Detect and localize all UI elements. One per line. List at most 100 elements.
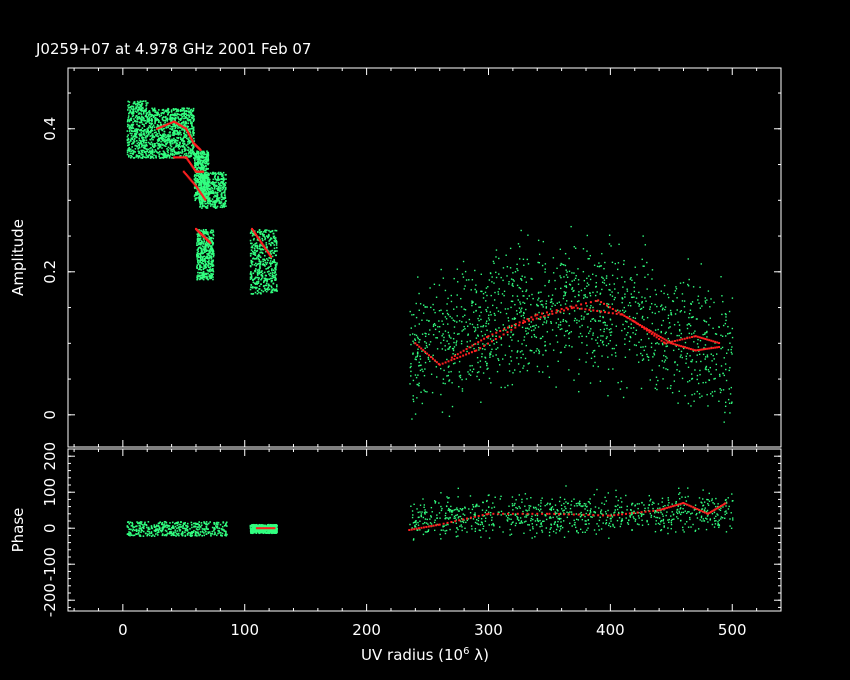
data-point [207, 261, 210, 264]
data-point [190, 120, 192, 123]
data-point [612, 368, 614, 370]
data-point [449, 315, 451, 318]
data-point [129, 109, 132, 112]
data-point [198, 238, 201, 240]
data-point [202, 157, 204, 159]
data-point [170, 534, 173, 537]
data-point [474, 329, 477, 331]
data-point [687, 323, 690, 325]
data-point [144, 100, 147, 102]
data-point [524, 357, 527, 360]
data-point [655, 342, 657, 345]
data-point [267, 289, 269, 291]
data-point [201, 240, 203, 243]
data-point [591, 351, 594, 354]
model-point [676, 339, 679, 342]
data-point [652, 356, 654, 358]
data-point [264, 254, 266, 257]
data-point [153, 109, 156, 112]
data-point [537, 292, 540, 294]
data-point [687, 366, 690, 368]
model-point [191, 165, 194, 168]
data-point [578, 358, 581, 361]
model-point [498, 335, 501, 338]
data-point [130, 127, 133, 129]
data-point [679, 356, 682, 358]
data-point [461, 273, 464, 275]
data-point [213, 183, 216, 186]
data-point [206, 243, 208, 246]
data-point [202, 168, 204, 170]
data-point [710, 393, 712, 395]
data-point [155, 533, 157, 535]
data-point [704, 332, 706, 334]
data-point [446, 375, 448, 377]
data-point [544, 349, 547, 352]
data-point [269, 274, 271, 277]
data-point [204, 158, 206, 161]
data-point [211, 269, 213, 271]
model-point [185, 156, 188, 159]
data-point [200, 169, 202, 171]
data-point [412, 379, 415, 382]
data-point [196, 235, 199, 238]
data-point [196, 240, 199, 243]
data-point [414, 358, 416, 360]
data-point [532, 325, 534, 327]
model-point [187, 176, 190, 179]
data-point [474, 288, 476, 291]
data-point [485, 287, 488, 289]
data-point [633, 344, 636, 346]
data-point [199, 246, 201, 248]
data-point [571, 280, 573, 282]
data-point [154, 134, 157, 136]
data-point [686, 327, 689, 330]
data-point [590, 357, 593, 360]
data-point [568, 337, 570, 340]
data-point [166, 148, 168, 150]
data-point [598, 262, 600, 264]
data-point [171, 152, 174, 155]
data-point [202, 238, 205, 240]
data-point [205, 246, 207, 248]
data-point [203, 265, 205, 268]
data-point [442, 333, 444, 335]
model-point [551, 312, 554, 315]
data-point [145, 151, 147, 153]
model-point [645, 329, 648, 332]
model-point [555, 309, 558, 312]
data-point [651, 269, 654, 271]
data-point [583, 294, 585, 296]
data-point [200, 168, 202, 170]
data-point [250, 261, 253, 264]
data-point [153, 151, 156, 153]
data-point [202, 228, 205, 231]
data-point [212, 253, 214, 255]
data-point [525, 308, 527, 311]
data-point [578, 320, 580, 322]
data-point [143, 110, 145, 113]
data-point [522, 314, 525, 317]
data-point [174, 124, 177, 127]
data-point [187, 146, 189, 149]
data-point [462, 260, 465, 263]
data-point [599, 303, 601, 306]
data-point [583, 279, 586, 282]
model-point [663, 338, 666, 341]
data-point [195, 194, 198, 196]
data-point [646, 261, 648, 264]
data-point [537, 318, 540, 320]
data-point [169, 144, 172, 147]
data-point [206, 163, 209, 165]
data-point [138, 155, 141, 157]
model-point [459, 355, 462, 358]
data-point [250, 275, 253, 278]
data-point [564, 285, 566, 287]
data-point [199, 186, 202, 189]
data-point [541, 264, 544, 267]
model-point [422, 349, 425, 352]
model-point [183, 171, 186, 174]
data-point [157, 147, 160, 150]
data-point [605, 344, 608, 347]
data-point [678, 370, 681, 373]
